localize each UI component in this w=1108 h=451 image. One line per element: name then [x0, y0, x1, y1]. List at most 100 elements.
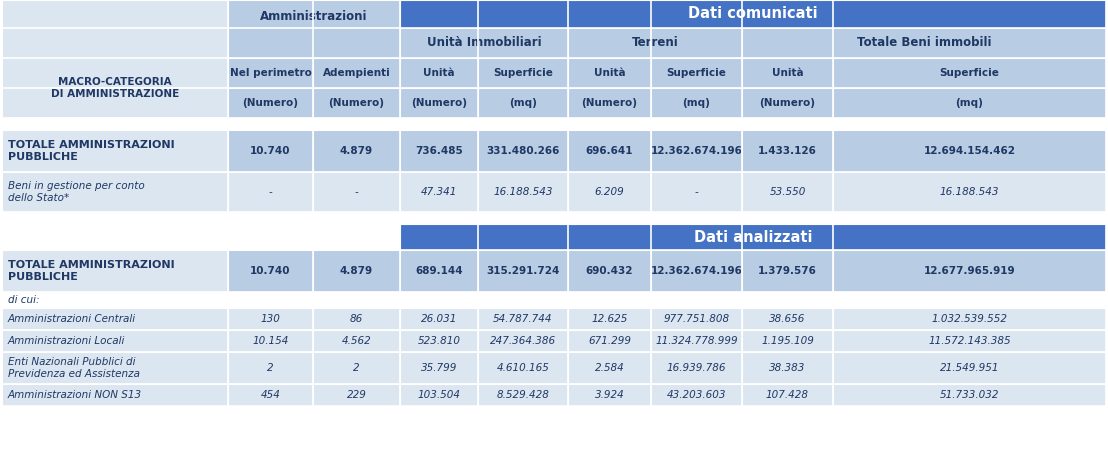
- Bar: [2, 250, 228, 292]
- Bar: [228, 308, 312, 330]
- Bar: [2, 384, 228, 406]
- Bar: [742, 330, 833, 352]
- Bar: [400, 0, 1106, 28]
- Bar: [742, 250, 833, 292]
- Bar: [478, 58, 568, 88]
- Bar: [652, 88, 742, 118]
- Bar: [228, 352, 312, 384]
- Bar: [652, 308, 742, 330]
- Bar: [742, 308, 833, 330]
- Bar: [833, 88, 1106, 118]
- Text: (Numero): (Numero): [759, 98, 815, 108]
- Bar: [568, 330, 652, 352]
- Bar: [2, 0, 228, 118]
- Bar: [478, 130, 568, 172]
- Bar: [742, 384, 833, 406]
- Text: (Numero): (Numero): [582, 98, 637, 108]
- Text: 12.625: 12.625: [592, 314, 628, 324]
- Bar: [652, 330, 742, 352]
- Bar: [312, 250, 400, 292]
- Text: TOTALE AMMINISTRAZIONI
PUBBLICHE: TOTALE AMMINISTRAZIONI PUBBLICHE: [8, 260, 175, 282]
- Bar: [2, 172, 228, 212]
- Bar: [652, 352, 742, 384]
- Bar: [833, 250, 1106, 292]
- Bar: [742, 352, 833, 384]
- Bar: [2, 212, 1106, 224]
- Bar: [833, 58, 1106, 88]
- Bar: [568, 250, 652, 292]
- Bar: [742, 130, 833, 172]
- Text: 12.362.674.196: 12.362.674.196: [650, 146, 742, 156]
- Bar: [228, 130, 312, 172]
- Text: Beni in gestione per conto
dello Stato*: Beni in gestione per conto dello Stato*: [8, 181, 145, 203]
- Text: 696.641: 696.641: [586, 146, 634, 156]
- Bar: [478, 250, 568, 292]
- Text: 10.154: 10.154: [253, 336, 289, 346]
- Bar: [742, 58, 833, 88]
- Text: Amministrazioni Locali: Amministrazioni Locali: [8, 336, 125, 346]
- Bar: [652, 250, 742, 292]
- Bar: [312, 130, 400, 172]
- Text: Nel perimetro: Nel perimetro: [229, 68, 311, 78]
- Bar: [2, 118, 1106, 130]
- Bar: [400, 130, 478, 172]
- Bar: [2, 292, 1106, 308]
- Bar: [312, 330, 400, 352]
- Text: Unità: Unità: [594, 68, 625, 78]
- Text: 229: 229: [347, 390, 367, 400]
- Bar: [478, 352, 568, 384]
- Bar: [312, 88, 400, 118]
- Text: 12.694.154.462: 12.694.154.462: [923, 146, 1016, 156]
- Bar: [742, 28, 1106, 58]
- Text: (Numero): (Numero): [328, 98, 384, 108]
- Text: Unità: Unità: [771, 68, 803, 78]
- Bar: [312, 172, 400, 212]
- Text: Totale Beni immobili: Totale Beni immobili: [856, 37, 992, 50]
- Bar: [652, 172, 742, 212]
- Text: (mq): (mq): [509, 98, 537, 108]
- Text: Unità Immobiliari: Unità Immobiliari: [427, 37, 542, 50]
- Text: 2: 2: [267, 363, 274, 373]
- Bar: [568, 308, 652, 330]
- Bar: [833, 172, 1106, 212]
- Text: 247.364.386: 247.364.386: [490, 336, 556, 346]
- Bar: [2, 352, 228, 384]
- Bar: [228, 172, 312, 212]
- Text: 1.195.109: 1.195.109: [761, 336, 814, 346]
- Bar: [2, 130, 228, 172]
- Bar: [228, 384, 312, 406]
- Bar: [652, 58, 742, 88]
- Text: Terreni: Terreni: [632, 37, 678, 50]
- Text: 1.433.126: 1.433.126: [758, 146, 817, 156]
- Bar: [2, 330, 228, 352]
- Text: 130: 130: [260, 314, 280, 324]
- Bar: [833, 330, 1106, 352]
- Text: 38.656: 38.656: [769, 314, 806, 324]
- Text: 8.529.428: 8.529.428: [496, 390, 550, 400]
- Text: 6.209: 6.209: [595, 187, 625, 197]
- Text: -: -: [695, 187, 698, 197]
- Text: 16.188.543: 16.188.543: [940, 187, 999, 197]
- Text: (Numero): (Numero): [243, 98, 298, 108]
- Bar: [478, 384, 568, 406]
- Bar: [742, 88, 833, 118]
- Text: 107.428: 107.428: [766, 390, 809, 400]
- Bar: [228, 88, 312, 118]
- Text: 12.677.965.919: 12.677.965.919: [924, 266, 1015, 276]
- Text: TOTALE AMMINISTRAZIONI
PUBBLICHE: TOTALE AMMINISTRAZIONI PUBBLICHE: [8, 140, 175, 162]
- Text: 11.572.143.385: 11.572.143.385: [929, 336, 1010, 346]
- Bar: [400, 58, 478, 88]
- Text: 21.549.951: 21.549.951: [940, 363, 999, 373]
- Text: Amministrazioni NON S13: Amministrazioni NON S13: [8, 390, 142, 400]
- Text: 103.504: 103.504: [418, 390, 461, 400]
- Text: Dati comunicati: Dati comunicati: [688, 6, 818, 22]
- Text: Superficie: Superficie: [667, 68, 727, 78]
- Text: Superficie: Superficie: [493, 68, 553, 78]
- Text: 12.362.674.196: 12.362.674.196: [650, 266, 742, 276]
- Bar: [833, 308, 1106, 330]
- Text: Dati analizzati: Dati analizzati: [694, 230, 812, 244]
- Text: 38.383: 38.383: [769, 363, 806, 373]
- Bar: [568, 28, 742, 58]
- Text: Adempienti: Adempienti: [322, 68, 390, 78]
- Text: (Numero): (Numero): [411, 98, 466, 108]
